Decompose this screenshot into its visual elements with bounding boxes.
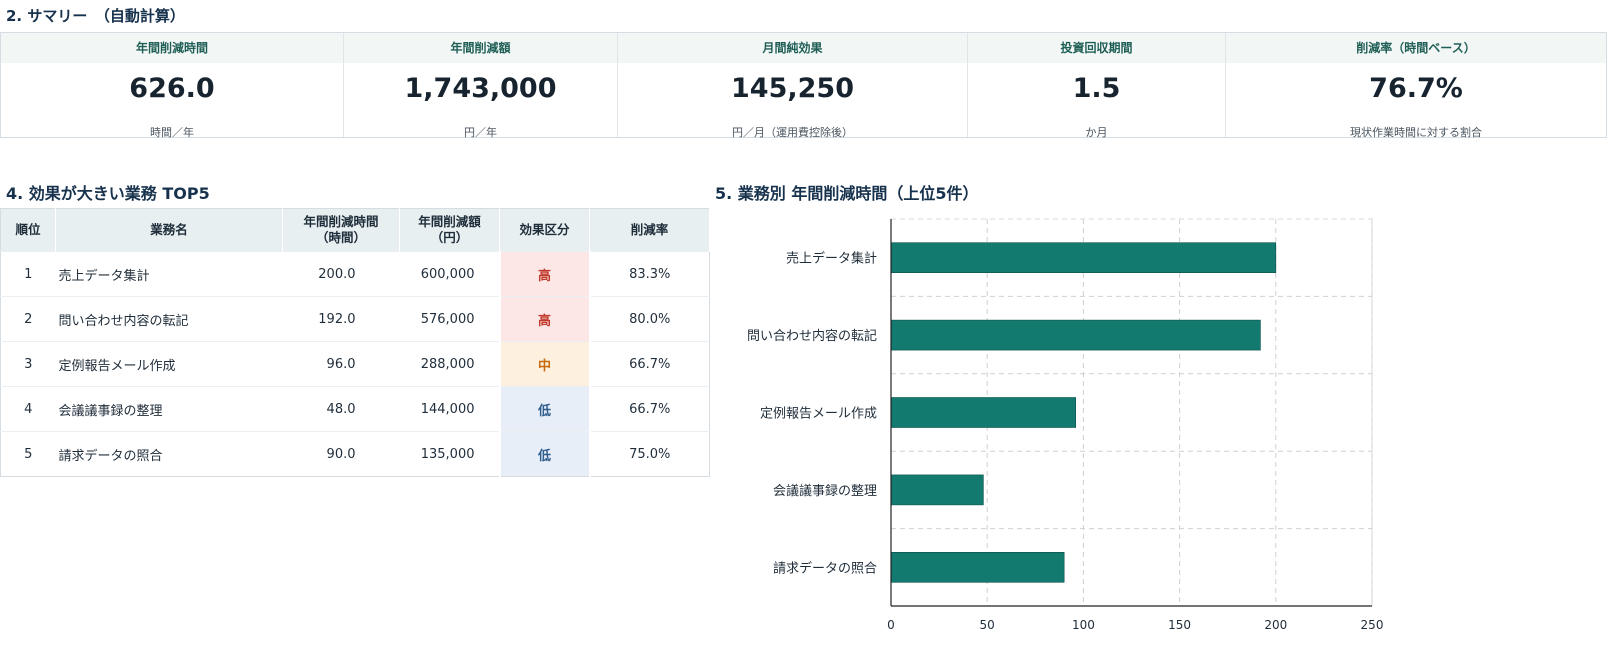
chart-title: 5. 業務別 年間削減時間（上位5件） [715,184,979,203]
top5-table: 順位 業務名 年間削減時間 （時間） 年間削減額 （円） 効果区分 削減率 1 … [0,208,710,477]
summary-card-label: 投資回収期間 [968,33,1225,63]
cell-hours: 96.0 [282,341,400,387]
summary-card-value: 1.5 [1072,73,1121,104]
summary-card-unit: 時間／年 [150,126,194,139]
cell-name: 問い合わせ内容の転記 [55,296,283,342]
table-row: 1 売上データ集計 200.0 600,000 高 83.3% [0,251,710,297]
summary-card-annual-amount: 年間削減額 1,743,000 円／年 [344,33,618,139]
cell-amount: 600,000 [399,251,500,297]
cell-hours: 200.0 [282,251,400,297]
cell-amount: 576,000 [399,296,500,342]
cell-hours: 192.0 [282,296,400,342]
cell-name: 請求データの照合 [55,431,283,477]
bar [890,474,984,506]
x-tick-label: 50 [980,618,995,632]
summary-panel: 年間削減時間 626.0 時間／年 年間削減額 1,743,000 円／年 月間… [0,32,1607,139]
table-row: 5 請求データの照合 90.0 135,000 低 75.0% [0,431,710,477]
summary-card-label: 年間削減額 [344,33,617,63]
summary-title: 2. サマリー （自動計算） [6,7,185,25]
summary-card-value: 145,250 [731,73,854,104]
col-rate-header: 削減率 [589,208,710,252]
cell-rank: 1 [0,251,56,297]
cell-rank: 3 [0,341,56,387]
summary-card-label: 削減率（時間ベース） [1226,33,1606,63]
cell-effect-badge: 高 [498,296,591,342]
col-hours-header: 年間削減時間 （時間） [282,208,400,252]
category-label: 定例報告メール作成 [760,407,877,422]
summary-card-value: 76.7% [1369,73,1463,104]
table-row: 2 問い合わせ内容の転記 192.0 576,000 高 80.0% [0,296,710,342]
x-tick-label: 0 [887,618,895,632]
category-label: 問い合わせ内容の転記 [747,328,877,344]
summary-card-reduction-rate: 削減率（時間ベース） 76.7% 現状作業時間に対する割合 [1226,33,1606,139]
cell-amount: 288,000 [399,341,500,387]
cell-name: 定例報告メール作成 [55,341,283,387]
x-tick-label: 150 [1168,618,1191,632]
table-header-row: 順位 業務名 年間削減時間 （時間） 年間削減額 （円） 効果区分 削減率 [0,208,710,252]
category-label: 売上データ集計 [786,251,877,267]
col-rank-header: 順位 [0,208,56,252]
cell-amount: 135,000 [399,431,500,477]
cell-rate: 66.7% [589,341,710,387]
x-tick-label: 100 [1072,618,1095,632]
category-label: 請求データの照合 [773,560,877,576]
table-row: 4 会議議事録の整理 48.0 144,000 低 66.7% [0,386,710,432]
cell-amount: 144,000 [399,386,500,432]
summary-card-payback: 投資回収期間 1.5 か月 [968,33,1226,139]
cell-name: 売上データ集計 [55,251,283,297]
x-tick-label: 250 [1361,618,1384,632]
summary-card-unit: 円／月（運用費控除後） [732,126,853,139]
cell-rate: 75.0% [589,431,710,477]
bar-chart: 売上データ集計問い合わせ内容の転記定例報告メール作成会議議事録の整理請求データの… [747,218,1384,632]
summary-card-annual-hours: 年間削減時間 626.0 時間／年 [1,33,344,139]
cell-rate: 66.7% [589,386,710,432]
cell-rate: 80.0% [589,296,710,342]
col-effect-header: 効果区分 [499,208,590,252]
bar [890,397,1077,428]
summary-card-monthly-net: 月間純効果 145,250 円／月（運用費控除後） [618,33,968,139]
cell-rank: 2 [0,296,56,342]
summary-card-value: 626.0 [129,73,215,104]
cell-effect-badge: 中 [498,341,591,387]
x-tick-label: 200 [1264,618,1287,632]
summary-card-unit: か月 [1085,126,1108,139]
top5-title: 4. 効果が大きい業務 TOP5 [6,184,210,203]
summary-card-unit: 円／年 [464,126,497,139]
summary-card-label: 月間純効果 [618,33,967,63]
cell-hours: 90.0 [282,431,400,477]
bar [890,242,1277,274]
bar [890,551,1065,583]
cell-rank: 5 [0,431,56,477]
cell-rate: 83.3% [589,251,710,297]
cell-name: 会議議事録の整理 [55,386,283,432]
category-label: 会議議事録の整理 [773,484,877,499]
cell-hours: 48.0 [282,386,400,432]
cell-rank: 4 [0,386,56,432]
col-amount-header: 年間削減額 （円） [399,208,500,252]
cell-effect-badge: 低 [498,431,591,477]
table-row: 3 定例報告メール作成 96.0 288,000 中 66.7% [0,341,710,387]
cell-effect-badge: 低 [498,386,591,432]
summary-card-value: 1,743,000 [404,73,557,104]
summary-card-label: 年間削減時間 [1,33,343,63]
cell-effect-badge: 高 [498,251,591,297]
summary-card-unit: 現状作業時間に対する割合 [1350,126,1482,139]
col-name-header: 業務名 [55,208,283,252]
bar [890,319,1261,351]
